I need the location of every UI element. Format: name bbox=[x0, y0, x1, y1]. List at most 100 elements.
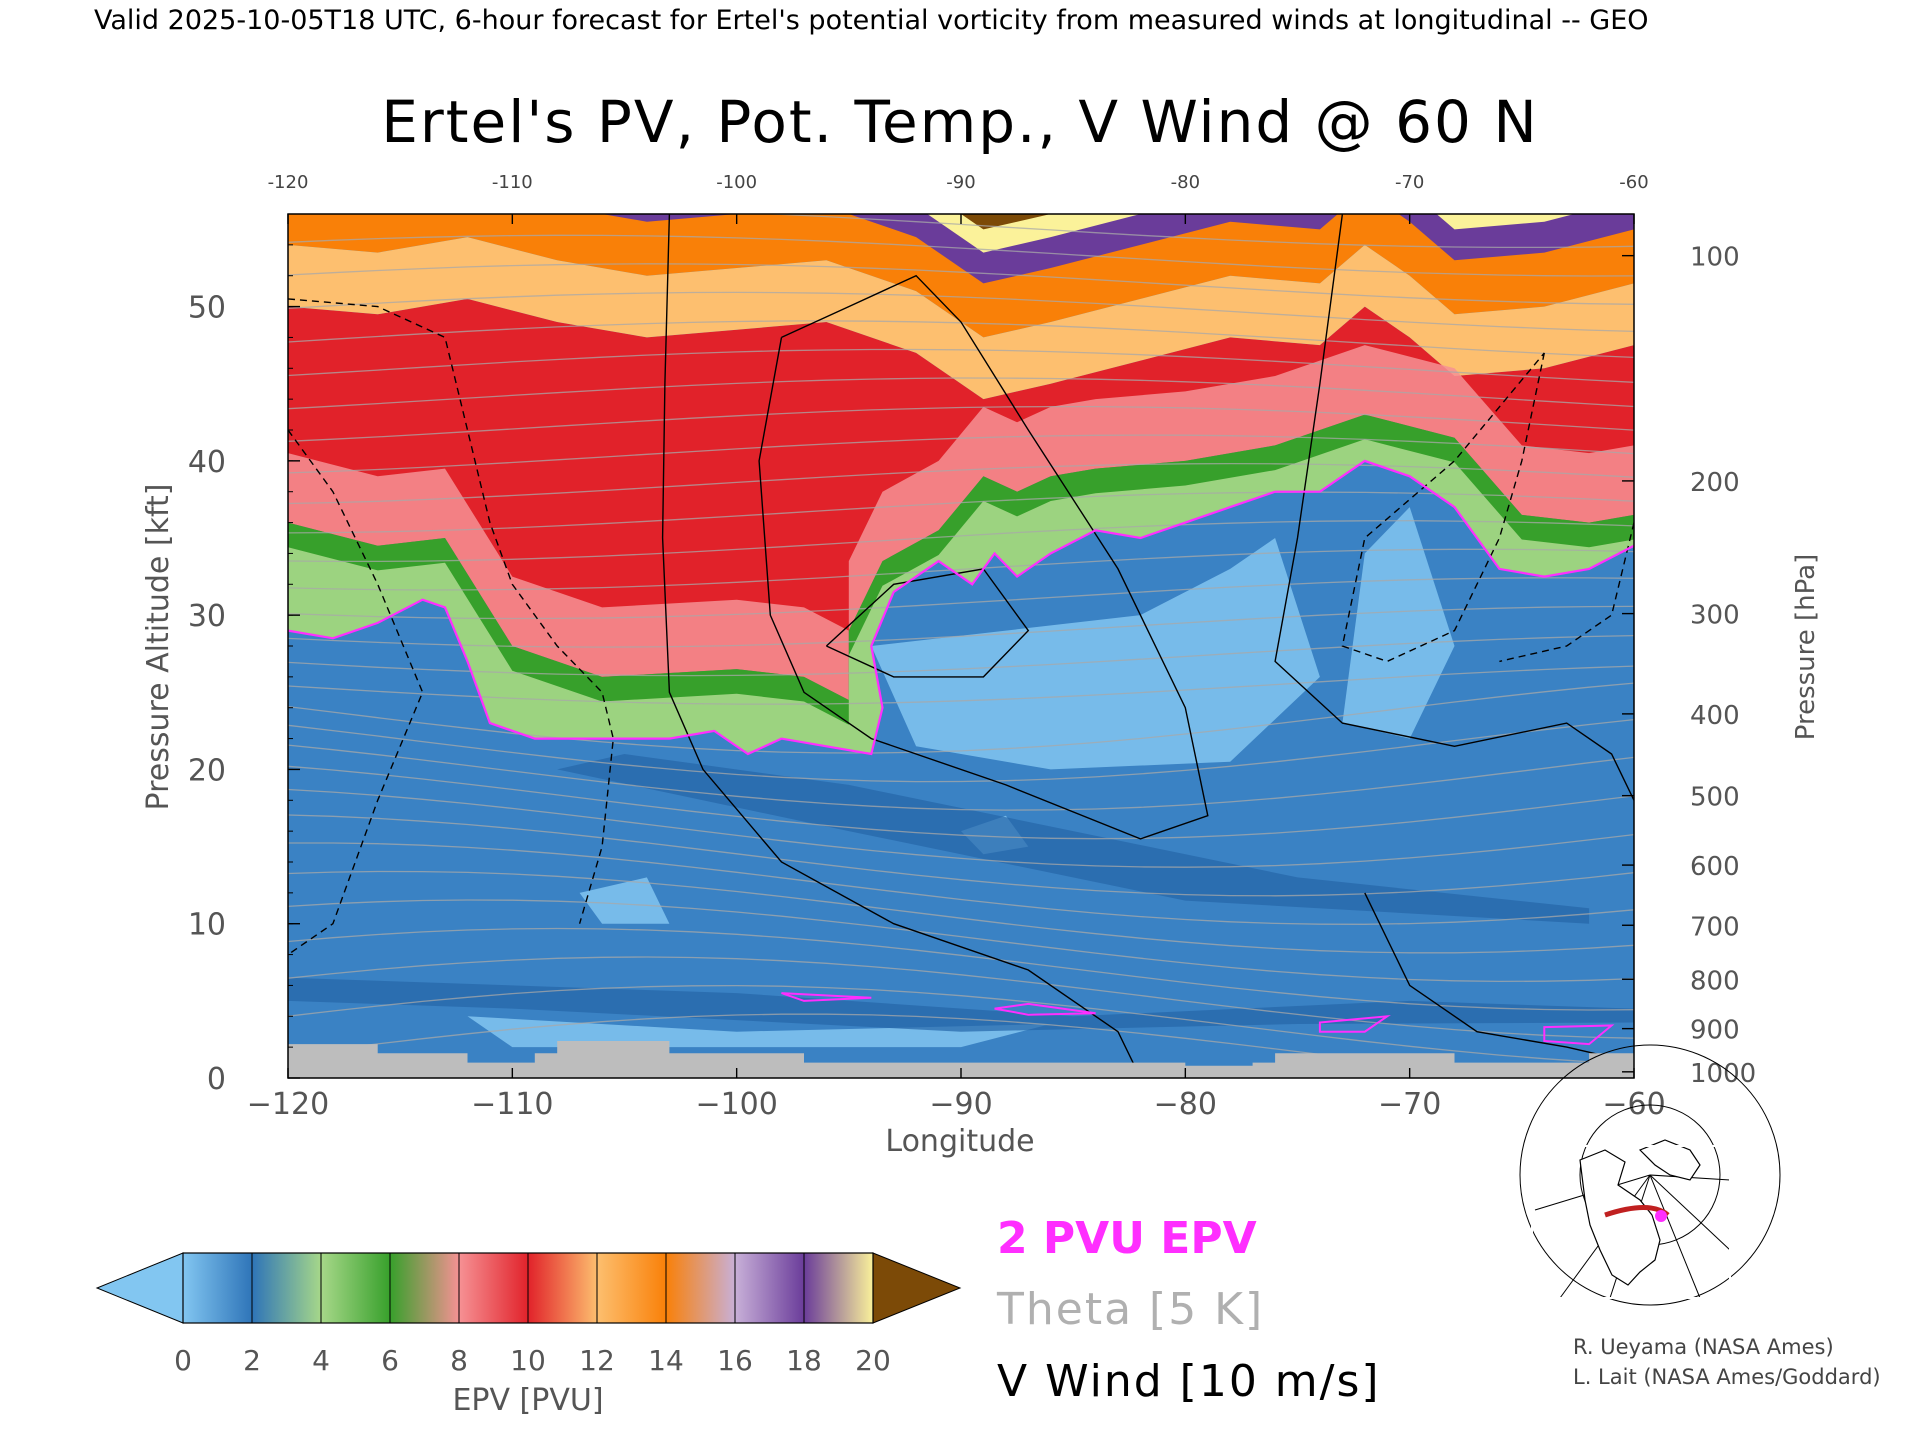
theta-contour bbox=[288, 377, 1634, 410]
theta-contour bbox=[288, 548, 1634, 591]
x-axis-label: Longitude bbox=[885, 1124, 1034, 1159]
light-blue-patch bbox=[871, 538, 1320, 770]
pressure-tick-label: 400 bbox=[1690, 701, 1740, 731]
epv-colorbar: 0 2 4 6 8 10 12 14 16 18 20 bbox=[95, 1252, 962, 1377]
theta-contour bbox=[288, 520, 1634, 563]
colorbar-segment bbox=[597, 1253, 667, 1323]
colorbar-segment bbox=[183, 1253, 253, 1323]
y-axis-right-label: Pressure [hPa] bbox=[1791, 554, 1821, 741]
theta-contour bbox=[288, 765, 1634, 840]
band-pink bbox=[288, 345, 1634, 700]
theta-contour bbox=[288, 291, 1634, 333]
theta-contour bbox=[288, 984, 1634, 1065]
surface-terrain bbox=[288, 1041, 1634, 1078]
theta-contour bbox=[288, 634, 1634, 677]
x-top-tick-label: -100 bbox=[716, 172, 757, 193]
v-wind-contour bbox=[1274, 214, 1634, 801]
v-wind-contour bbox=[288, 429, 424, 956]
theta-contour bbox=[288, 605, 1634, 648]
y-tick-label: 20 bbox=[188, 753, 226, 788]
theta-contour bbox=[288, 577, 1634, 620]
y-tick-label: 40 bbox=[188, 445, 226, 480]
x-tick-label: −110 bbox=[471, 1087, 553, 1122]
pressure-tick-label: 500 bbox=[1690, 783, 1740, 813]
pressure-tick-label: 100 bbox=[1690, 243, 1740, 273]
colorbar-segment bbox=[528, 1253, 598, 1323]
x-top-tick-label: -110 bbox=[492, 172, 533, 193]
theta-contour bbox=[288, 263, 1634, 305]
colorbar-tick-label: 18 bbox=[786, 1344, 822, 1377]
x-tick-label: −120 bbox=[247, 1087, 329, 1122]
epv-2pvu-contour bbox=[781, 992, 872, 1002]
theta-contour bbox=[288, 491, 1634, 534]
colorbar-tick-label: 16 bbox=[717, 1344, 753, 1377]
map-marker bbox=[1655, 1210, 1667, 1222]
x-axis-top: -120 -110 -100 -90 -80 -70 -60 bbox=[268, 172, 1649, 224]
x-top-tick-label: -70 bbox=[1395, 172, 1424, 193]
pressure-tick-label: 700 bbox=[1690, 912, 1740, 942]
colorbar-segment bbox=[459, 1253, 529, 1323]
v-wind-contour bbox=[661, 214, 1142, 1078]
band-orange bbox=[288, 214, 1634, 338]
credit-line-2: L. Lait (NASA Ames/Goddard) bbox=[1573, 1365, 1881, 1389]
pressure-tick-label: 800 bbox=[1690, 966, 1740, 996]
y-tick-label: 0 bbox=[207, 1062, 226, 1097]
colorbar-segment bbox=[735, 1253, 805, 1323]
x-top-tick-label: -90 bbox=[946, 172, 975, 193]
theta-contour bbox=[288, 899, 1634, 983]
x-axis: −120 −110 −100 −90 −80 −70 −60 bbox=[247, 1068, 1666, 1122]
colorbar-over-arrow bbox=[872, 1252, 962, 1324]
light-blue-patch bbox=[467, 1016, 1051, 1048]
y-axis-left-label: Pressure Altitude [kft] bbox=[141, 484, 176, 811]
pressure-tick-label: 200 bbox=[1690, 468, 1740, 498]
theta-contour bbox=[288, 744, 1634, 811]
pressure-tick-label: 600 bbox=[1690, 852, 1740, 882]
theta-contour bbox=[288, 788, 1634, 868]
colorbar-tick-label: 0 bbox=[174, 1344, 192, 1377]
band-light-orange bbox=[288, 237, 1634, 400]
pressure-tick-label: 300 bbox=[1690, 601, 1740, 631]
colorbar-under-arrow bbox=[95, 1252, 184, 1324]
x-top-tick-label: -120 bbox=[268, 172, 309, 193]
theta-contour bbox=[288, 405, 1634, 442]
legend-theta: Theta [5 K] bbox=[996, 1284, 1264, 1335]
theta-contour bbox=[288, 462, 1634, 505]
theta-contour bbox=[288, 234, 1634, 277]
theta-contour bbox=[288, 718, 1634, 783]
v-wind-contour bbox=[1499, 522, 1634, 663]
colorbar-segment bbox=[666, 1253, 736, 1323]
y-tick-label: 30 bbox=[188, 599, 226, 634]
colorbar-tick-label: 20 bbox=[855, 1344, 891, 1377]
colorbar-label: EPV [PVU] bbox=[452, 1383, 603, 1418]
legend-wind: V Wind [10 m/s] bbox=[997, 1356, 1381, 1407]
light-blue-patch bbox=[579, 877, 670, 924]
y-tick-label: 10 bbox=[188, 908, 226, 943]
theta-contour bbox=[288, 682, 1634, 754]
theta-contour bbox=[759, 214, 1634, 249]
dark-blue-streak bbox=[288, 977, 1634, 1032]
theta-contour bbox=[288, 956, 1634, 1039]
theta-contour bbox=[288, 348, 1634, 383]
colorbar-tick-label: 8 bbox=[450, 1344, 468, 1377]
v-wind-contour bbox=[825, 568, 1030, 678]
v-wind-contour bbox=[758, 274, 1209, 840]
theta-contour bbox=[288, 434, 1634, 474]
colorbar-tick-label: 10 bbox=[510, 1344, 546, 1377]
valid-time-line: Valid 2025-10-05T18 UTC, 6-hour forecast… bbox=[94, 5, 1649, 36]
colorbar-segment bbox=[804, 1253, 874, 1323]
y-axis-right: 100 200 300 400 500 600 700 800 900 1000 bbox=[1622, 243, 1756, 1089]
theta-contour bbox=[288, 814, 1634, 897]
colorbar-tick-label: 6 bbox=[381, 1344, 399, 1377]
theta-contour bbox=[288, 665, 1634, 705]
x-tick-label: −60 bbox=[1602, 1087, 1665, 1122]
x-tick-label: −80 bbox=[1154, 1087, 1217, 1122]
plot-area bbox=[288, 214, 1634, 1078]
pressure-tick-label: 1000 bbox=[1690, 1059, 1756, 1089]
epv-2pvu-contour bbox=[1543, 1024, 1615, 1046]
legend-epv: 2 PVU EPV bbox=[997, 1213, 1257, 1264]
colorbar-tick-label: 12 bbox=[579, 1344, 615, 1377]
y-axis-left: 0 10 20 30 40 50 bbox=[188, 213, 300, 1097]
light-blue-patch bbox=[1342, 507, 1455, 739]
x-tick-label: −90 bbox=[929, 1087, 992, 1122]
x-tick-label: −100 bbox=[695, 1087, 777, 1122]
